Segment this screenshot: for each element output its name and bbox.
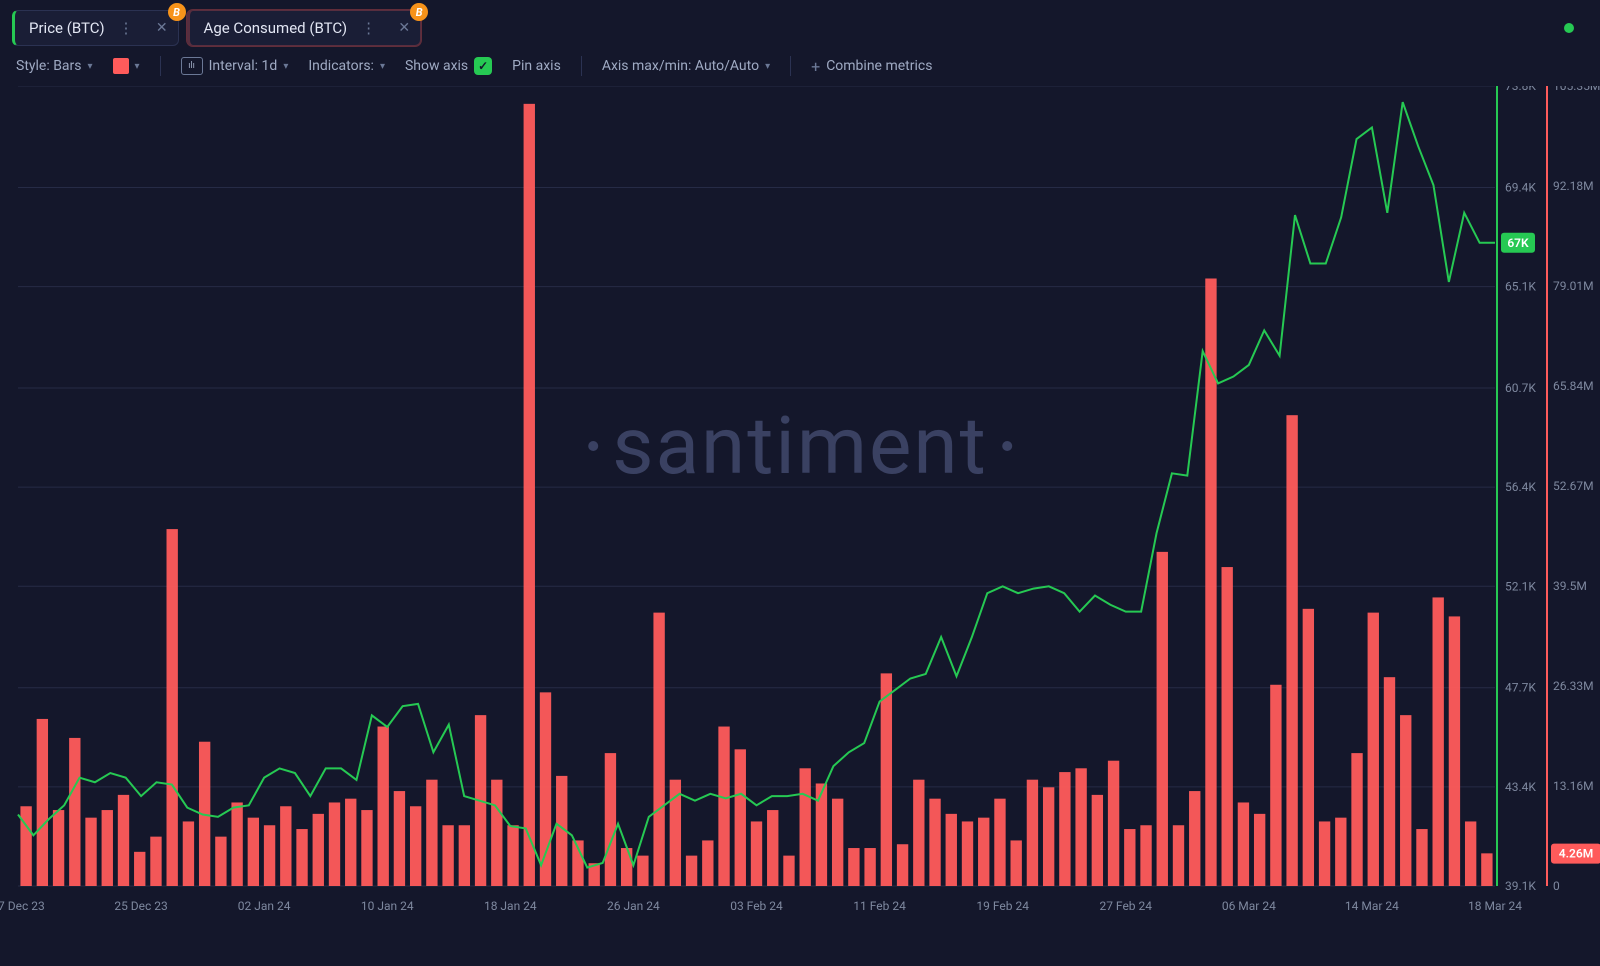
svg-text:65.1K: 65.1K (1505, 280, 1536, 294)
svg-text:25 Dec 23: 25 Dec 23 (114, 899, 167, 913)
tab-age-consumed-btc[interactable]: Age Consumed (BTC) ⋮ ✕ B (187, 10, 422, 46)
show-axis-label: Show axis (405, 58, 468, 74)
svg-text:67K: 67K (1507, 236, 1529, 250)
svg-text:19 Feb 24: 19 Feb 24 (976, 899, 1029, 913)
svg-text:69.4K: 69.4K (1505, 180, 1536, 194)
svg-text:73.8K: 73.8K (1505, 86, 1536, 93)
svg-text:105.35M: 105.35M (1553, 86, 1600, 93)
chevron-down-icon: ▾ (283, 61, 288, 72)
svg-text:13.16M: 13.16M (1553, 779, 1594, 793)
color-selector[interactable]: ▾ (113, 58, 140, 74)
axis-minmax-label: Axis max/min: Auto/Auto (602, 58, 759, 74)
btc-badge-icon: B (168, 3, 186, 21)
status-indicator (1564, 23, 1574, 33)
interval-icon: ılı (181, 57, 203, 75)
svg-text:79.01M: 79.01M (1553, 279, 1594, 293)
pin-axis-toggle[interactable]: Pin axis (512, 58, 561, 74)
svg-text:43.4K: 43.4K (1505, 780, 1536, 794)
chevron-down-icon: ▾ (88, 61, 93, 72)
svg-text:18 Jan 24: 18 Jan 24 (484, 899, 537, 913)
combine-metrics-button[interactable]: + Combine metrics (811, 57, 932, 76)
close-icon[interactable]: ✕ (156, 20, 168, 36)
indicators-label: Indicators: (308, 58, 374, 74)
svg-text:60.7K: 60.7K (1505, 381, 1536, 395)
style-selector[interactable]: Style: Bars ▾ (16, 58, 93, 74)
chart-svg: 39.1K 43.4K 47.7K 52.1K 56.4K 60.7K 65.1K 69.4K… (0, 86, 1600, 942)
svg-text:26.33M: 26.33M (1553, 679, 1594, 693)
svg-text:10 Jan 24: 10 Jan 24 (361, 899, 414, 913)
tab-price-btc[interactable]: Price (BTC) ⋮ ✕ B (12, 10, 179, 46)
svg-text:47.7K: 47.7K (1505, 681, 1536, 695)
svg-text:06 Mar 24: 06 Mar 24 (1222, 899, 1276, 913)
svg-text:39.1K: 39.1K (1505, 879, 1536, 893)
svg-text:26 Jan 24: 26 Jan 24 (607, 899, 660, 913)
svg-text:4.26M: 4.26M (1559, 847, 1593, 861)
svg-text:17 Dec 23: 17 Dec 23 (0, 899, 45, 913)
btc-badge-icon: B (410, 3, 428, 21)
svg-text:18 Mar 24: 18 Mar 24 (1468, 899, 1522, 913)
combine-label: Combine metrics (826, 58, 932, 74)
svg-text:52.67M: 52.67M (1553, 479, 1594, 493)
svg-text:92.18M: 92.18M (1553, 179, 1594, 193)
divider (160, 56, 161, 76)
interval-label: Interval: 1d (209, 58, 278, 74)
close-icon[interactable]: ✕ (398, 20, 410, 36)
tab-label: Age Consumed (BTC) (204, 19, 348, 37)
divider (790, 56, 791, 76)
show-axis-toggle[interactable]: Show axis ✓ (405, 57, 492, 75)
interval-selector[interactable]: ılı Interval: 1d ▾ (181, 57, 289, 75)
svg-text:02 Jan 24: 02 Jan 24 (238, 899, 291, 913)
chevron-down-icon: ▾ (765, 61, 770, 72)
watermark-text: santiment (612, 399, 988, 493)
chart-area[interactable]: 39.1K 43.4K 47.7K 52.1K 56.4K 60.7K 65.1K 69.4K… (0, 86, 1600, 942)
svg-text:56.4K: 56.4K (1505, 480, 1536, 494)
chevron-down-icon: ▾ (380, 61, 385, 72)
divider (581, 56, 582, 76)
color-swatch (113, 58, 129, 74)
check-icon: ✓ (474, 57, 492, 75)
tab-options-icon[interactable]: ⋮ (357, 19, 380, 37)
chevron-down-icon: ▾ (135, 61, 140, 72)
axis-minmax-selector[interactable]: Axis max/min: Auto/Auto ▾ (602, 58, 770, 74)
metric-tabs: Price (BTC) ⋮ ✕ B Age Consumed (BTC) ⋮ ✕… (0, 0, 1600, 46)
svg-text:03 Feb 24: 03 Feb 24 (730, 899, 783, 913)
svg-text:14 Mar 24: 14 Mar 24 (1345, 899, 1399, 913)
svg-text:65.84M: 65.84M (1553, 379, 1594, 393)
watermark: santiment (588, 399, 1012, 493)
chart-toolbar: Style: Bars ▾ ▾ ılı Interval: 1d ▾ Indic… (0, 46, 1600, 86)
plus-icon: + (811, 57, 820, 76)
watermark-dot (588, 441, 598, 451)
style-label: Style: Bars (16, 58, 82, 74)
tab-options-icon[interactable]: ⋮ (115, 19, 138, 37)
svg-text:11 Feb 24: 11 Feb 24 (853, 899, 906, 913)
svg-text:0: 0 (1553, 879, 1560, 893)
watermark-dot (1002, 441, 1012, 451)
tab-label: Price (BTC) (29, 19, 105, 37)
svg-text:39.5M: 39.5M (1553, 579, 1587, 593)
svg-text:52.1K: 52.1K (1505, 579, 1536, 593)
pin-axis-label: Pin axis (512, 58, 561, 74)
svg-text:27 Feb 24: 27 Feb 24 (1099, 899, 1152, 913)
indicators-selector[interactable]: Indicators: ▾ (308, 58, 385, 74)
